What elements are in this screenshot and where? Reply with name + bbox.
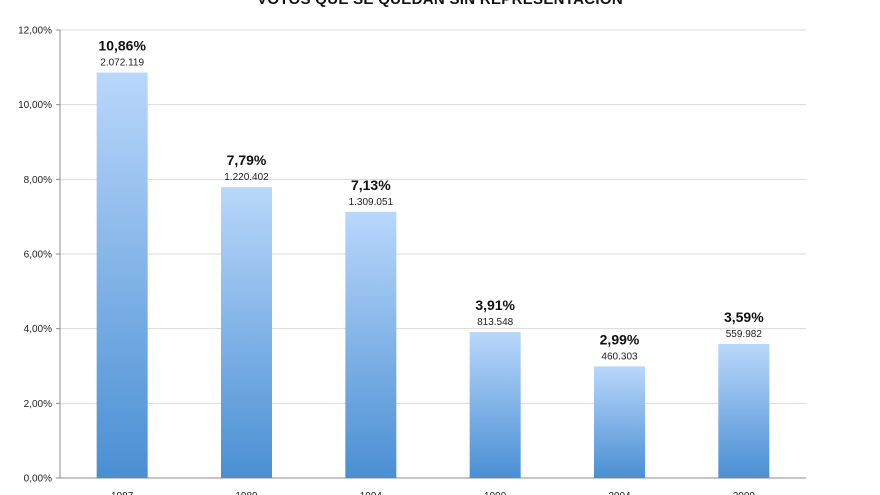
bar-value-label: 7,79% [227, 152, 267, 168]
y-tick-label: 10,00% [18, 100, 52, 111]
bar-value-label: 10,86% [98, 38, 146, 54]
x-tick-label: 2004 [608, 491, 631, 495]
y-tick-label: 6,00% [24, 250, 52, 261]
y-tick-label: 8,00% [24, 175, 52, 186]
x-tick-label: 2009 [733, 491, 756, 495]
y-tick-label: 0,00% [24, 474, 52, 485]
bar-vote-count-label: 813.548 [477, 317, 514, 328]
x-tick-label: 1987 [111, 491, 134, 495]
bar [96, 72, 148, 478]
y-tick-label: 2,00% [24, 399, 52, 410]
bar-value-label: 7,13% [351, 177, 391, 193]
bar-vote-count-label: 559.982 [726, 329, 763, 340]
bar [469, 332, 521, 478]
y-tick-label: 4,00% [24, 324, 52, 335]
bar-vote-count-label: 2.072.119 [100, 58, 144, 69]
bar [718, 343, 770, 478]
x-tick-label: 1989 [235, 491, 258, 495]
bar [221, 187, 272, 478]
bar-value-label: 3,91% [475, 297, 515, 313]
x-tick-label: 1999 [484, 491, 507, 495]
bar-vote-count-label: 460.303 [601, 351, 638, 362]
bar-value-label: 2,99% [600, 331, 640, 347]
bar [345, 211, 397, 478]
bar [594, 366, 645, 478]
chart-title: VOTOS QUE SE QUEDAN SIN REPRESENTACIÓN [0, 0, 880, 8]
y-tick-label: 12,00% [18, 26, 52, 37]
bar-vote-count-label: 1.309.051 [349, 197, 394, 208]
bar-value-label: 3,59% [724, 309, 764, 325]
x-tick-label: 1994 [360, 491, 383, 495]
bar-vote-count-label: 1.220.402 [224, 172, 269, 183]
